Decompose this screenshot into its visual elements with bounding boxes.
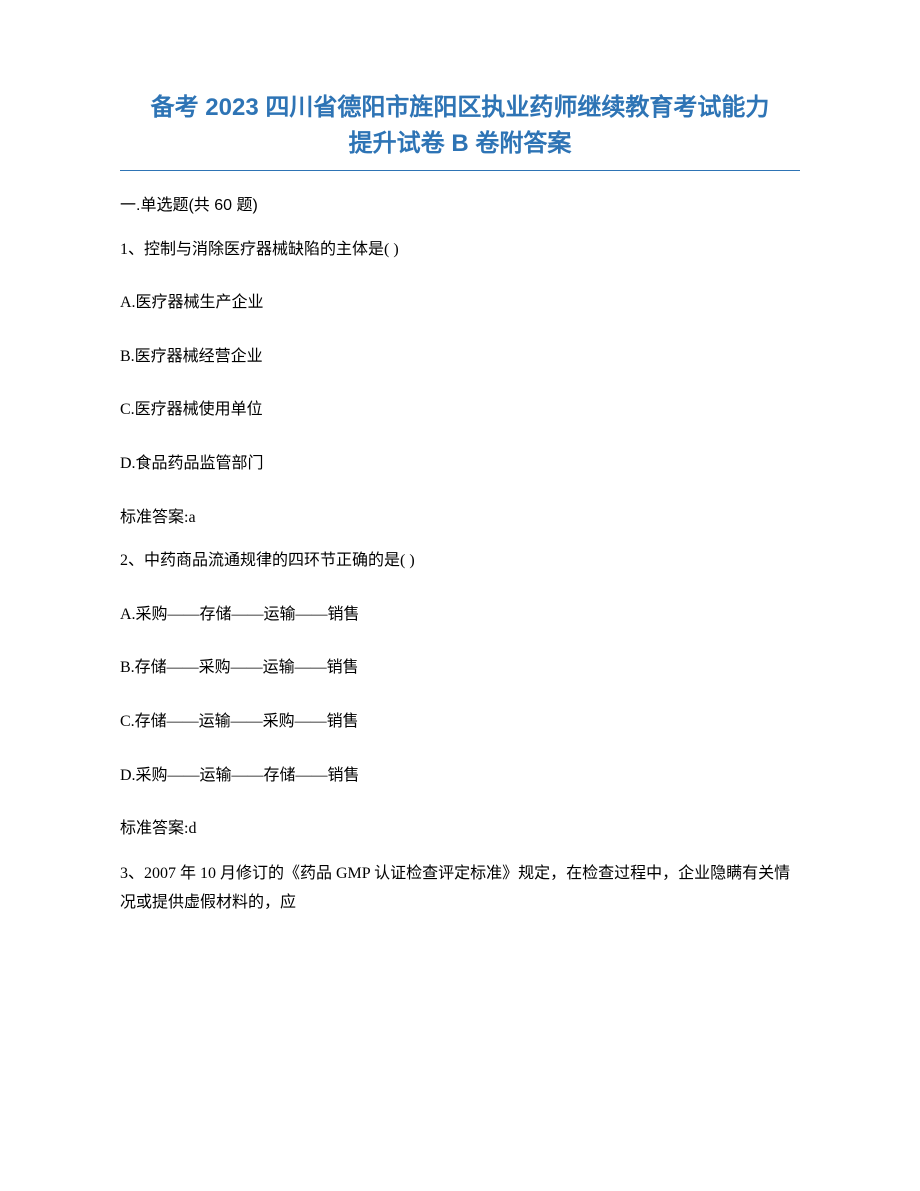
question-1-option-c: C.医疗器械使用单位 [120,397,800,423]
question-3-stem: 3、2007 年 10 月修订的《药品 GMP 认证检查评定标准》规定，在检查过… [120,860,800,918]
question-2-option-a: A.采购——存储——运输——销售 [120,602,800,628]
question-1-option-d: D.食品药品监管部门 [120,451,800,477]
title-underline [120,170,800,171]
question-2-answer: 标准答案:d [120,816,800,842]
question-1-option-b: B.医疗器械经营企业 [120,344,800,370]
question-1-stem: 1、控制与消除医疗器械缺陷的主体是( ) [120,237,800,263]
question-1-option-a: A.医疗器械生产企业 [120,290,800,316]
title-line-1: 备考 2023 四川省德阳市旌阳区执业药师继续教育考试能力 [120,90,800,126]
title-line-2: 提升试卷 B 卷附答案 [120,126,800,162]
question-2-option-b: B.存储——采购——运输——销售 [120,655,800,681]
question-1-answer: 标准答案:a [120,505,800,531]
document-title: 备考 2023 四川省德阳市旌阳区执业药师继续教育考试能力 提升试卷 B 卷附答… [120,90,800,162]
question-2-stem: 2、中药商品流通规律的四环节正确的是( ) [120,548,800,574]
section-label: 一.单选题(共 60 题) [120,193,800,219]
question-2-option-d: D.采购——运输——存储——销售 [120,763,800,789]
question-2-option-c: C.存储——运输——采购——销售 [120,709,800,735]
